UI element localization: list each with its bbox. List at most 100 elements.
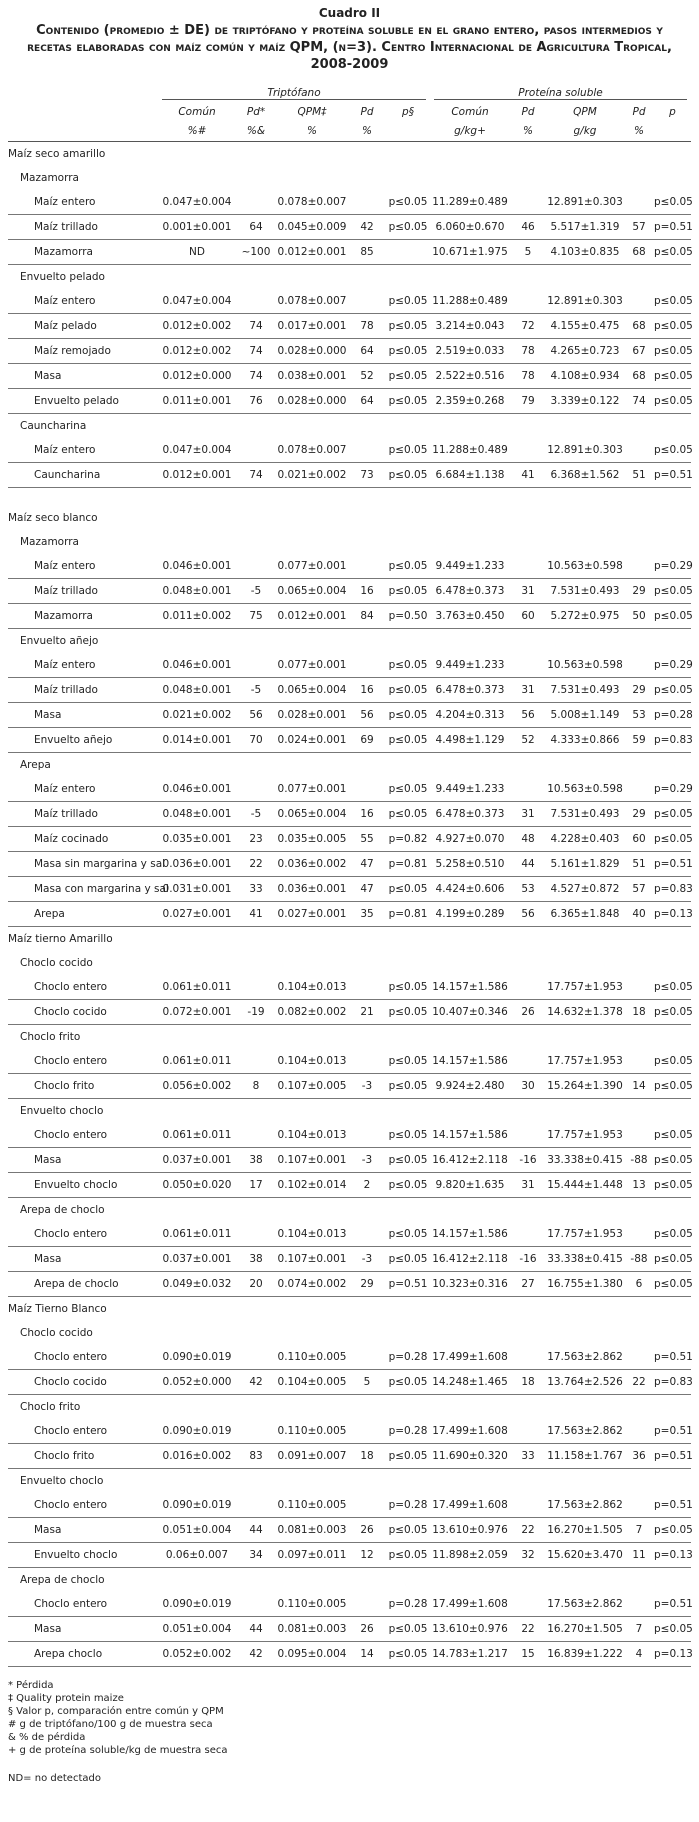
data-cell: p≤0.05: [386, 1369, 430, 1395]
data-cell: [510, 975, 546, 1000]
data-cell: 47: [348, 851, 386, 877]
data-cell: [624, 1049, 654, 1074]
data-cell: -3: [348, 1073, 386, 1099]
data-cell: 17.757±1.953: [546, 1222, 624, 1247]
row-label: Maíz entero: [8, 777, 158, 802]
data-cell: 0.036±0.001: [158, 851, 236, 877]
data-cell: 0.077±0.001: [276, 653, 348, 678]
data-row: Maíz entero 0.047±0.004 0.078±0.007 p≤0.05 1…: [8, 289, 693, 314]
unit-cell: [654, 121, 692, 142]
data-row: Mazamorra ND ~100 0.012±0.001 85 10.671±1.975…: [8, 239, 693, 265]
data-cell: [510, 1049, 546, 1074]
data-cell: p=0.29: [654, 554, 693, 579]
data-cell: 0.031±0.001: [158, 876, 236, 902]
section-title: Maíz tierno Amarillo: [8, 933, 113, 945]
data-cell: 31: [510, 1172, 546, 1198]
data-cell: p≤0.05: [386, 1246, 430, 1272]
data-cell: [510, 438, 546, 463]
data-cell: 0.061±0.011: [158, 975, 236, 1000]
group-title: Choclo frito: [20, 1031, 81, 1043]
data-cell: 57: [624, 876, 654, 902]
data-row: Arepa 0.027±0.001 41 0.027±0.001 35 p=0.81 4.1…: [8, 901, 693, 927]
data-row: Masa 0.037±0.001 38 0.107±0.001 -3 p≤0.05 16.4…: [8, 1246, 693, 1272]
data-cell: 53: [510, 876, 546, 902]
data-cell: 32: [510, 1542, 546, 1568]
data-cell: 31: [510, 677, 546, 703]
data-cell: 56: [510, 901, 546, 927]
data-cell: 12.891±0.303: [546, 289, 624, 314]
data-cell: 9.924±2.480: [430, 1073, 510, 1099]
data-cell: 22: [236, 851, 276, 877]
data-cell: 0.077±0.001: [276, 554, 348, 579]
data-cell: p≤0.05: [654, 363, 693, 389]
data-cell: [348, 438, 386, 463]
data-cell: 4.333±0.866: [546, 727, 624, 753]
data-cell: 42: [236, 1369, 276, 1395]
unit-cell: %: [276, 121, 348, 142]
data-row: Maíz pelado 0.012±0.002 74 0.017±0.001 78 p≤0…: [8, 313, 693, 339]
row-label: Envuelto añejo: [8, 727, 158, 753]
group-row: Envuelto añejo: [8, 629, 691, 654]
data-cell: 42: [236, 1641, 276, 1667]
data-cell: [348, 1222, 386, 1247]
data-cell: 72: [510, 313, 546, 339]
data-cell: 15: [510, 1641, 546, 1667]
data-cell: 0.016±0.002: [158, 1443, 236, 1469]
group-row: Mazamorra: [8, 166, 691, 190]
group-row: Arepa de choclo: [8, 1198, 691, 1223]
data-row: Choclo entero 0.090±0.019 0.110±0.005 p=0.2…: [8, 1345, 693, 1370]
data-cell: 26: [348, 1616, 386, 1642]
data-cell: p=0.29: [654, 777, 693, 802]
group-title: Arepa de choclo: [20, 1574, 105, 1586]
data-cell: 2: [348, 1172, 386, 1198]
data-cell: 11.288±0.489: [430, 438, 510, 463]
footnote: + g de proteína soluble/kg de muestra se…: [8, 1745, 228, 1756]
data-cell: 44: [236, 1616, 276, 1642]
spacer-cell: [8, 488, 691, 507]
section-title: Maíz Tierno Blanco: [8, 1303, 107, 1315]
data-cell: 6.365±1.848: [546, 901, 624, 927]
data-cell: 59: [624, 727, 654, 753]
data-cell: 53: [624, 702, 654, 728]
data-cell: 64: [348, 388, 386, 414]
data-cell: 0.048±0.001: [158, 578, 236, 604]
data-cell: [236, 554, 276, 579]
data-cell: 74: [236, 338, 276, 364]
data-cell: 7.531±0.493: [546, 578, 624, 604]
data-cell: 0.038±0.001: [276, 363, 348, 389]
data-cell: 0.061±0.011: [158, 1222, 236, 1247]
data-cell: 3.763±0.450: [430, 603, 510, 629]
column-header: Común: [451, 106, 489, 118]
data-cell: 7.531±0.493: [546, 677, 624, 703]
data-cell: 60: [510, 603, 546, 629]
row-label: Choclo cocido: [8, 1369, 158, 1395]
row-label: Maíz entero: [8, 190, 158, 215]
data-cell: 85: [348, 239, 386, 265]
group-title: Choclo frito: [20, 1401, 81, 1413]
data-row: Masa con margarina y sal 0.031±0.001 33 0.0…: [8, 876, 693, 902]
data-cell: [510, 653, 546, 678]
data-cell: [236, 1049, 276, 1074]
data-cell: p≤0.05: [654, 1147, 693, 1173]
data-cell: p=0.51: [654, 851, 693, 877]
data-cell: p≤0.05: [386, 1641, 430, 1667]
data-cell: -88: [624, 1147, 654, 1173]
table-caption: Contenido (promedio ± DE) de triptófano …: [27, 23, 672, 72]
data-cell: 0.028±0.000: [276, 338, 348, 364]
data-cell: 0.048±0.001: [158, 677, 236, 703]
data-row: Masa 0.051±0.004 44 0.081±0.003 26 p≤0.05 13.6…: [8, 1616, 693, 1642]
group-row: Choclo frito: [8, 1025, 691, 1050]
data-cell: 38: [236, 1246, 276, 1272]
data-cell: 13.764±2.526: [546, 1369, 624, 1395]
data-cell: 8: [236, 1073, 276, 1099]
data-cell: 78: [348, 313, 386, 339]
data-cell: 14.157±1.586: [430, 1049, 510, 1074]
data-cell: [348, 777, 386, 802]
data-cell: 70: [236, 727, 276, 753]
group-title: Arepa: [20, 759, 51, 771]
section-row: Maíz seco amarillo: [8, 142, 691, 167]
data-cell: 0.037±0.001: [158, 1147, 236, 1173]
data-cell: [348, 1049, 386, 1074]
data-cell: 47: [348, 876, 386, 902]
section-row: Maíz tierno Amarillo: [8, 927, 691, 952]
